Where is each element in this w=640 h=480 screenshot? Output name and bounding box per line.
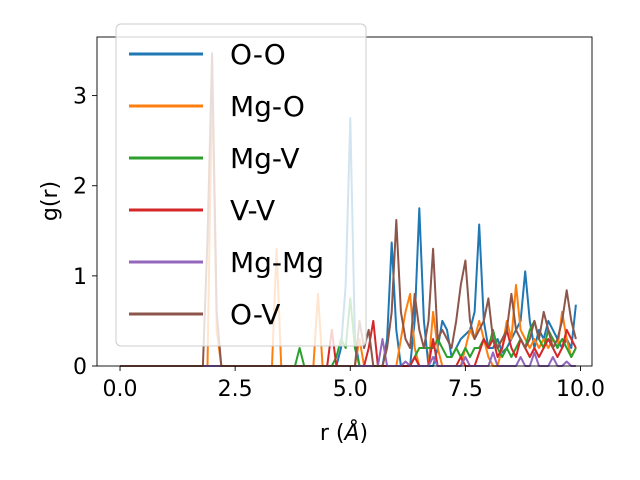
legend-label-o-v: O-V bbox=[230, 298, 280, 331]
y-tick-label: 3 bbox=[73, 85, 87, 110]
x-axis-label-unit: Å bbox=[342, 419, 359, 446]
x-tick-label: 0.0 bbox=[103, 377, 138, 402]
y-axis-label: g(r) bbox=[38, 181, 63, 221]
x-axis-label-close: ) bbox=[360, 421, 369, 446]
y-axis-ticks: 0 1 2 3 bbox=[73, 85, 97, 380]
y-tick-label: 1 bbox=[73, 265, 87, 290]
legend: O-O Mg-O Mg-V V-V Mg-Mg O-V bbox=[115, 23, 367, 347]
x-axis-label: r (Å) bbox=[320, 419, 368, 446]
legend-label-v-v: V-V bbox=[230, 194, 275, 227]
x-tick-label: 10.0 bbox=[556, 377, 605, 402]
x-tick-label: 5.0 bbox=[333, 377, 368, 402]
x-axis-ticks: 0.0 2.5 5.0 7.5 10.0 bbox=[103, 366, 605, 402]
legend-label-o-o: O-O bbox=[230, 38, 286, 71]
legend-label-mg-v: Mg-V bbox=[230, 142, 300, 175]
x-tick-label: 2.5 bbox=[218, 377, 253, 402]
x-tick-label: 7.5 bbox=[448, 377, 483, 402]
legend-label-mg-mg: Mg-Mg bbox=[230, 246, 324, 279]
y-tick-label: 2 bbox=[73, 175, 87, 200]
y-tick-label: 0 bbox=[73, 355, 87, 380]
legend-label-mg-o: Mg-O bbox=[230, 90, 305, 123]
x-axis-label-main: r ( bbox=[320, 421, 345, 446]
